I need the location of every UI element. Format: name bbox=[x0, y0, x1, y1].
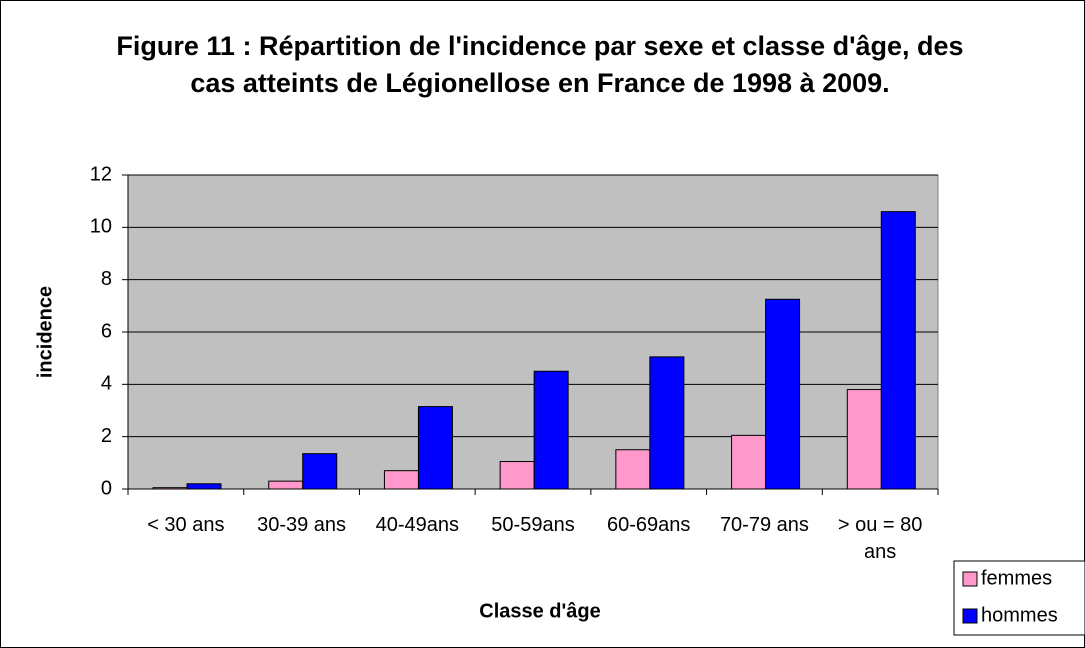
bar bbox=[152, 487, 188, 490]
bar bbox=[731, 434, 767, 490]
bar bbox=[383, 470, 419, 490]
y-tick-label: 10 bbox=[90, 216, 112, 238]
bar bbox=[649, 356, 685, 490]
bar bbox=[417, 406, 453, 490]
x-tick-label: 40-49ans bbox=[375, 514, 459, 536]
y-tick-label: 2 bbox=[101, 425, 112, 447]
bar bbox=[765, 298, 801, 490]
x-axis-label: Classe d'âge bbox=[479, 600, 600, 622]
y-tick-label: 8 bbox=[101, 268, 112, 290]
bar bbox=[302, 453, 338, 490]
legend-label: femmes bbox=[981, 567, 1052, 589]
x-tick-label: 50-59ans bbox=[491, 514, 575, 536]
x-tick-label: 60-69ans bbox=[607, 514, 691, 536]
y-tick-label: 0 bbox=[101, 477, 112, 499]
x-tick-label: 70-79 ans bbox=[719, 514, 809, 536]
y-axis-label: incidence bbox=[34, 286, 56, 378]
bar bbox=[880, 211, 916, 490]
y-tick-label: 12 bbox=[90, 163, 112, 185]
bar bbox=[499, 461, 535, 490]
legend-swatch bbox=[962, 571, 978, 587]
x-tick-label: 30-39 ans bbox=[257, 514, 347, 536]
bar bbox=[186, 483, 222, 490]
bar bbox=[533, 370, 569, 490]
x-tick-label: > ou = 80 ans bbox=[837, 514, 923, 563]
y-tick-label: 6 bbox=[101, 320, 112, 342]
bar bbox=[615, 449, 651, 490]
legend-label: hommes bbox=[981, 604, 1058, 626]
bar bbox=[846, 389, 882, 490]
y-tick-label: 4 bbox=[101, 373, 112, 395]
chart-title: Figure 11 : Répartition de l'incidence p… bbox=[116, 31, 964, 98]
x-tick-label: < 30 ans bbox=[147, 514, 225, 536]
legend-swatch bbox=[962, 608, 978, 624]
bar bbox=[268, 480, 304, 490]
